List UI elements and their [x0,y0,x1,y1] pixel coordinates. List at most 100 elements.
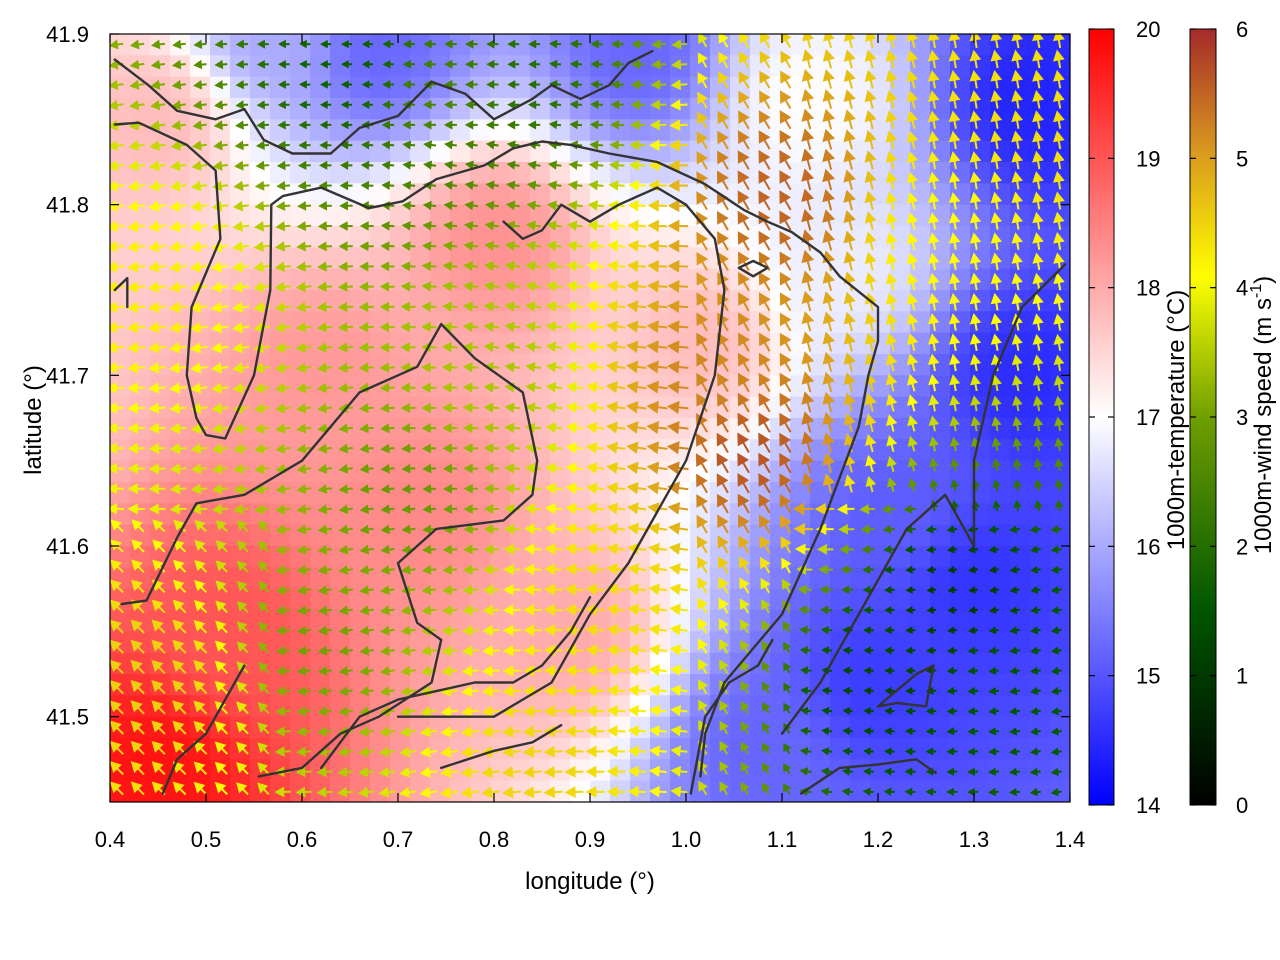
heatmap-cell [970,738,991,760]
wind-arrow [110,240,125,253]
x-tick-label: 0.7 [383,827,414,852]
heatmap-cell [870,226,891,248]
heatmap-cell [750,738,771,760]
wind-arrow [172,619,187,634]
heatmap-cell [470,396,491,419]
wind-arrow [400,321,416,333]
wind-arrow [1054,416,1065,432]
heatmap-cell [410,204,431,227]
wind-arrow [526,200,541,211]
wind-arrow [378,786,396,798]
wind-arrow [258,642,270,654]
wind-arrow [401,463,416,474]
heatmap-cell [410,354,431,376]
heatmap-cell [410,162,431,184]
wind-arrow [948,191,961,210]
wind-arrow [586,320,605,333]
wind-arrow [296,504,312,515]
wind-arrow [110,559,124,573]
wind-arrow [193,599,208,614]
wind-arrow [885,130,898,150]
heatmap-cell [530,738,551,760]
heatmap-cell [870,780,891,802]
contour-line [780,493,976,735]
wind-arrow [441,341,458,353]
wind-arrow [906,232,919,250]
heatmap-cell [670,588,691,611]
wind-arrow [274,281,291,293]
heatmap-cell [750,716,771,739]
heatmap-cell [230,247,251,270]
wind-arrow [1011,90,1024,109]
wind-arrow [737,150,750,170]
wind-arrow [819,585,833,595]
wind-arrow [884,605,895,615]
wind-arrow [885,332,898,352]
heatmap-cell [150,140,171,163]
wind-arrow [127,422,145,434]
wind-arrow [399,706,416,717]
wind-arrow [275,585,291,596]
wind-arrow [193,59,207,70]
wind-arrow [462,281,479,292]
wind-arrow [421,281,437,292]
wind-label-main: 1000m-wind speed (m s [1250,298,1277,554]
wind-arrow [253,241,270,252]
wind-arrow [569,120,583,130]
wind-arrow [801,168,815,191]
wind-arrow [737,231,750,251]
heatmap-cell [1050,759,1070,782]
wind-arrow [865,454,877,473]
heatmap-cell [650,695,671,718]
wind-arrow [465,39,478,49]
wind-arrow [483,544,500,555]
wind-arrow [151,619,166,634]
wind-arrow [967,767,979,776]
wind-arrow [548,100,562,109]
wind-arrow [822,331,835,352]
wind-arrow [1030,606,1041,615]
heatmap-cell [430,588,451,611]
wind-arrow [646,481,668,495]
wind-arrow [253,281,271,293]
wind-arrow [627,684,646,697]
heatmap-cell [210,183,231,206]
heatmap-cell [690,76,711,99]
wind-arrow [482,584,500,596]
wind-arrow [319,100,332,109]
wind-arrow [717,372,729,393]
heatmap-cell [890,652,911,675]
wind-arrow [859,503,875,515]
wind-arrow [606,522,626,535]
heatmap-cell [850,588,871,611]
wind-arrow [864,312,877,332]
wind-arrow [670,79,688,91]
wind-arrow [670,765,688,777]
heatmap-cell [770,695,791,718]
wind-arrow [864,49,877,69]
y-tick-label: 41.6 [46,534,89,559]
wind-arrow [298,140,311,150]
wind-arrow [647,199,668,212]
wind-arrow [885,373,898,392]
wind-arrow [506,160,520,170]
wind-arrow [838,523,855,535]
heatmap-cell [230,98,251,120]
heatmap-cell [290,140,311,163]
wind-arrow [969,232,982,250]
wind-arrow [738,535,750,554]
wind-arrow [274,362,291,374]
wind-arrow [316,301,333,313]
heatmap-cell [770,738,791,760]
wind-arrow [606,704,626,717]
wind-arrow [214,660,229,674]
heatmap-cell [630,119,651,142]
wind-arrow [256,60,269,69]
wind-arrow [1011,130,1024,150]
wind-arrow [524,523,542,535]
wind-arrow [148,422,166,434]
wind-arrow [608,159,625,171]
wind-arrow [170,140,187,151]
heatmap-cell [790,738,811,760]
heatmap-cell [230,546,251,568]
